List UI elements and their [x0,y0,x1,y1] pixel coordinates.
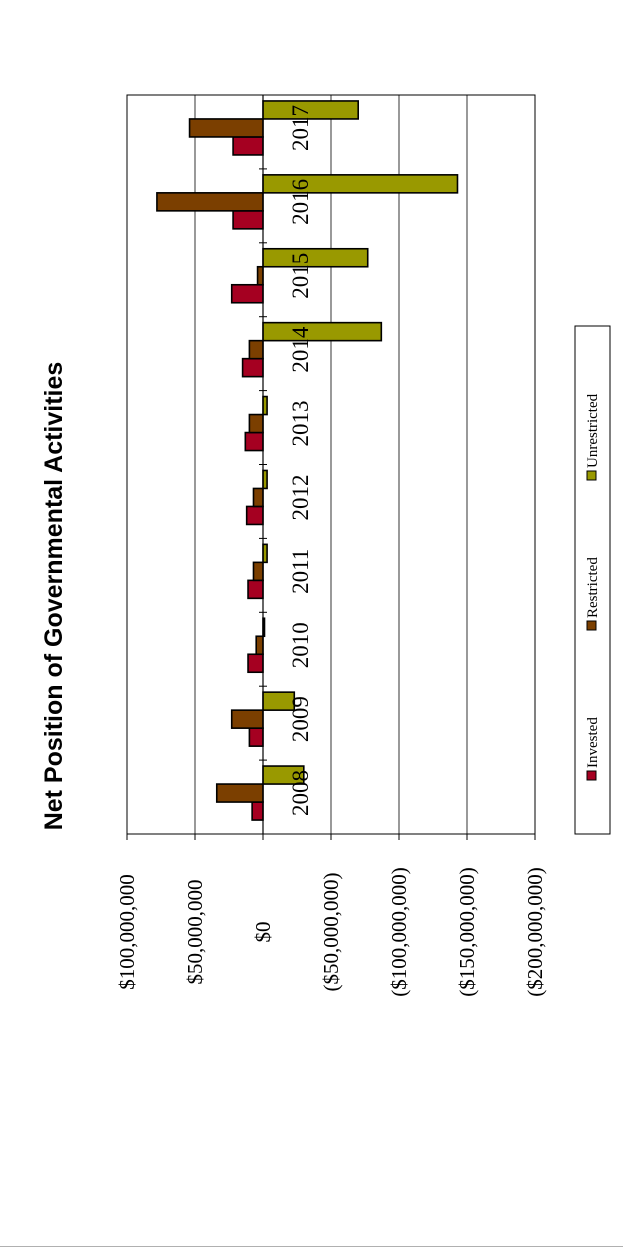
legend [574,325,611,835]
bar-restricted-2012 [252,487,264,508]
legend-label-invested: Invested [585,717,601,768]
legend-swatch-unrestricted [586,470,597,481]
category-label: 2015 [288,253,313,299]
category-label: 2012 [288,474,313,520]
category-label: 2011 [288,549,313,594]
bar-invested-2011 [247,579,264,600]
bar-restricted-2013 [248,413,264,434]
bar-restricted-2017 [188,118,264,138]
legend-label-restricted: Restricted [585,557,601,618]
category-label: 2008 [288,770,313,816]
page-bottom-rule [0,1246,623,1247]
value-tick-label: $50,000,000 [183,880,207,985]
bar-restricted-2015 [256,265,264,286]
legend-swatch-invested [586,770,597,781]
value-tick-label: ($200,000,000) [523,867,547,997]
value-tick-label: ($100,000,000) [387,867,411,997]
category-label: 2014 [288,326,313,373]
bar-invested-2013 [244,431,264,452]
bar-invested-2008 [251,801,264,821]
category-label: 2017 [288,105,313,151]
bar-invested-2009 [248,727,264,747]
value-tick-label: $0 [251,922,275,943]
bar-restricted-2010 [255,635,264,656]
bar-unrestricted-2014 [262,321,383,342]
value-tick-label: ($150,000,000) [455,867,479,997]
bar-invested-2016 [232,210,264,230]
bar-invested-2017 [232,136,264,156]
bar-restricted-2011 [252,561,264,582]
legend-label-unrestricted: Unrestricted [585,393,601,468]
bar-invested-2014 [241,357,264,378]
bar-invested-2015 [230,283,264,304]
category-label: 2010 [288,622,313,668]
chart-title: Net Position of Governmental Activities [40,362,68,831]
bar-unrestricted-2013 [262,395,268,416]
value-tick-label: $100,000,000 [115,874,139,990]
category-label: 2016 [288,179,313,225]
legend-swatch-restricted [586,620,597,631]
bar-invested-2012 [245,505,264,526]
bar-restricted-2009 [230,709,264,729]
bar-unrestricted-2011 [262,543,268,564]
bar-unrestricted-2012 [262,469,268,490]
category-label: 2009 [288,696,313,742]
bar-invested-2010 [247,653,264,674]
bar-unrestricted-2015 [262,247,369,268]
value-tick-label: ($50,000,000) [319,873,343,992]
bar-restricted-2014 [248,339,264,360]
bar-restricted-2016 [156,192,264,212]
bar-restricted-2008 [215,783,264,803]
category-label: 2013 [288,401,313,447]
